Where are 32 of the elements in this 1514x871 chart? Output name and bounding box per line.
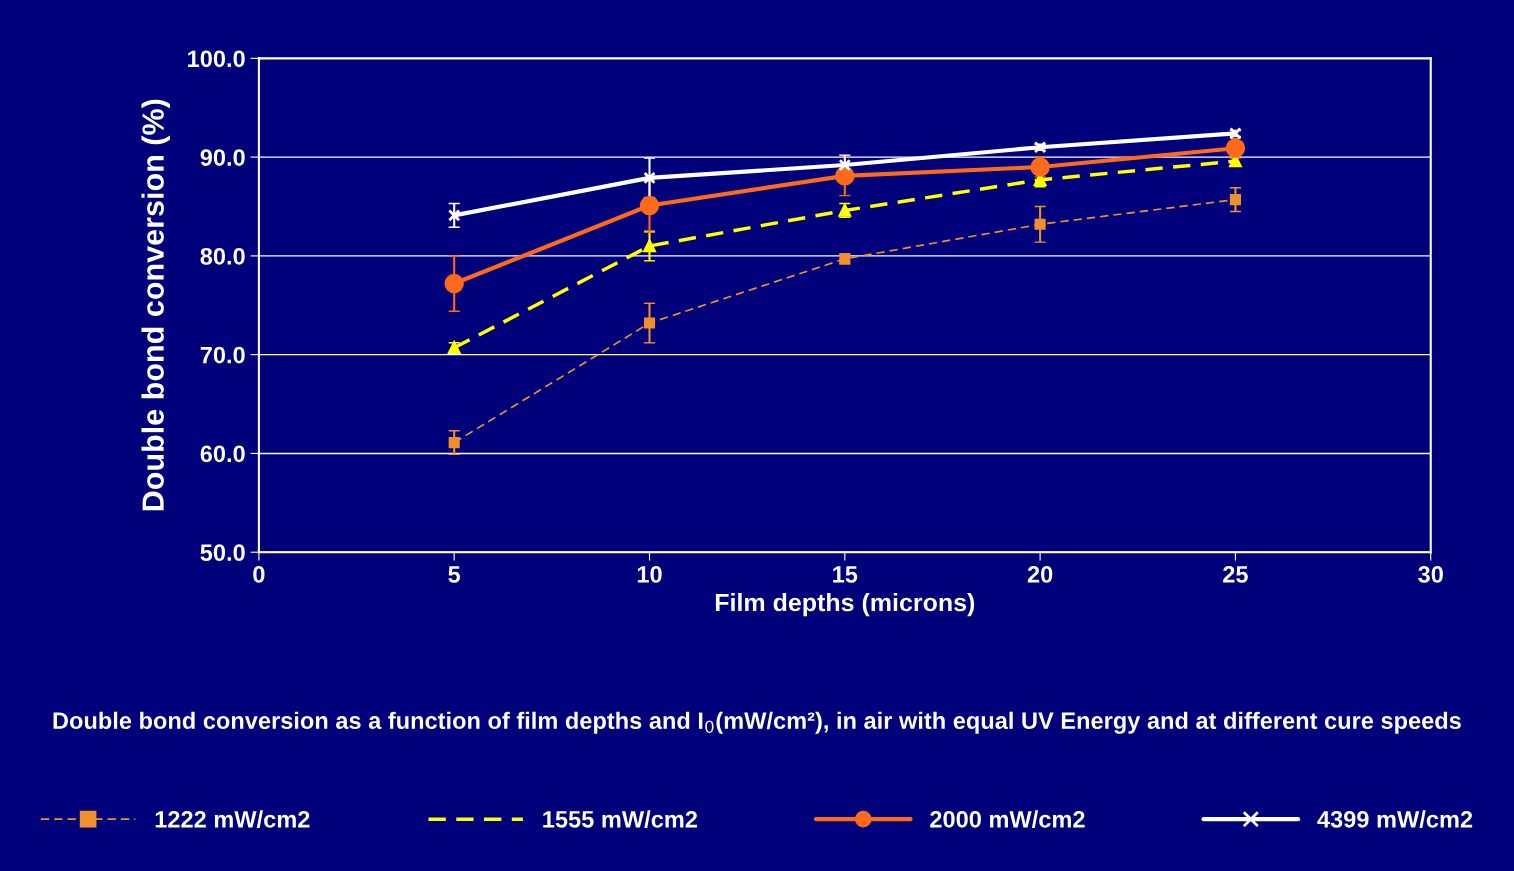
point [639, 195, 660, 216]
legend-label: 1555 mW/cm2 [543, 810, 698, 828]
point [447, 209, 461, 222]
x-tick-label: 25 [1223, 566, 1248, 583]
x-tick-label: 30 [1418, 566, 1443, 583]
point [1034, 218, 1046, 230]
y-tick-label: 80.0 [200, 247, 245, 265]
point [447, 341, 461, 355]
legend-label: 2000 mW/cm2 [930, 810, 1085, 828]
x-axis-title: Film depths (microns) [715, 592, 975, 617]
point [1229, 194, 1241, 206]
point [643, 317, 656, 329]
legend-label: 1222 mW/cm2 [155, 810, 310, 828]
y-tick-label: 90.0 [200, 149, 245, 166]
x-tick-label: 20 [1027, 566, 1053, 583]
x-tick-label: 0 [253, 566, 265, 583]
point [838, 158, 852, 172]
y-tick-label: 50.0 [200, 544, 245, 561]
point [835, 166, 855, 186]
legend-label: 4399 mW/cm2 [1317, 810, 1473, 828]
point [643, 239, 656, 253]
text: Double bond conversion as a function of film depths and I$_{0}$(mW/cm²), in air with equal UV Energy and at different cure speeds [53, 711, 1461, 734]
y-tick-label: 60.0 [200, 445, 245, 463]
x-tick-label: 15 [833, 566, 858, 583]
point [448, 437, 460, 449]
y-tick-label: 70.0 [200, 346, 245, 364]
x-tick-label: 5 [448, 566, 461, 583]
point [643, 171, 656, 185]
point [444, 273, 464, 294]
x-tick-label: 10 [637, 566, 662, 583]
y-axis-title: Double bond conversion (%) [141, 99, 170, 511]
y-tick-label: 100.0 [188, 50, 245, 68]
